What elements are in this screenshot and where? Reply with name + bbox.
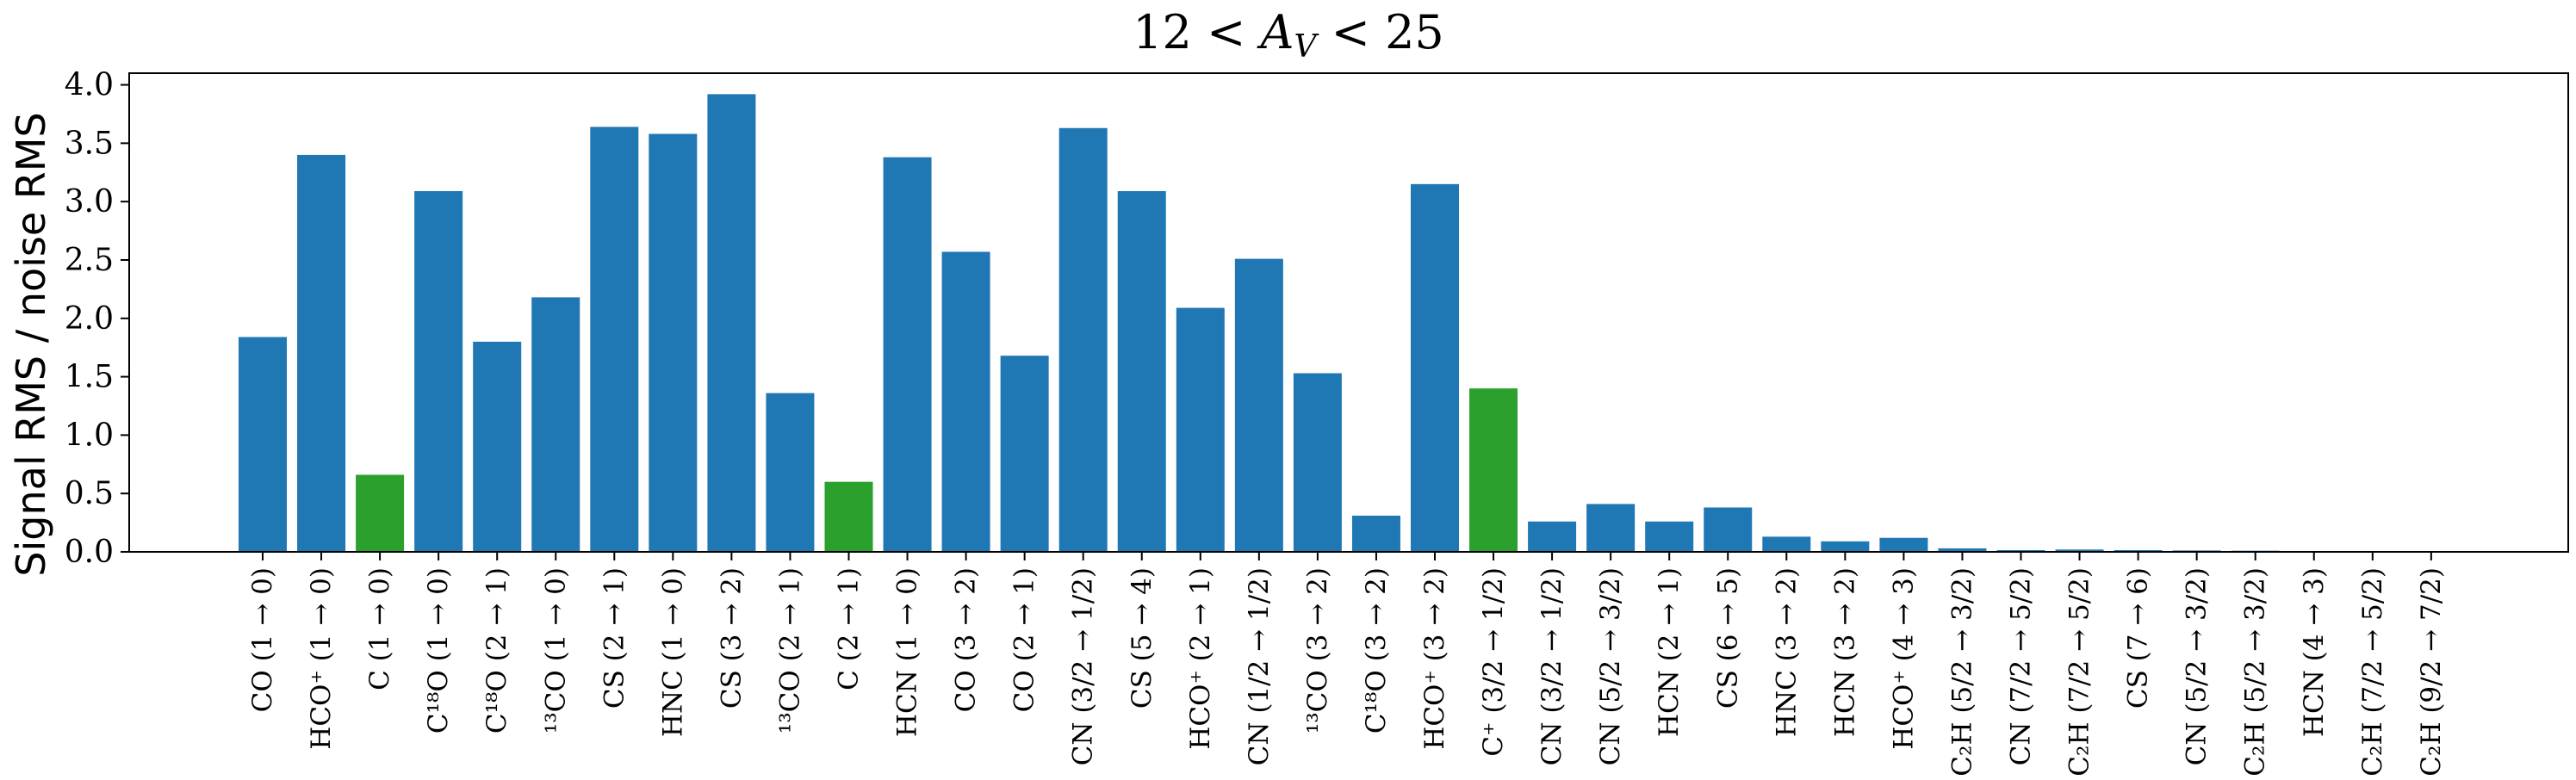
- x-tick-label: CS (2 → 1): [599, 567, 630, 709]
- bars-group: [239, 94, 2455, 553]
- bar: [2055, 549, 2104, 552]
- bar: [1938, 548, 1987, 552]
- chart-title: 12 < AV < 25: [1133, 5, 1444, 65]
- bar: [1351, 515, 1400, 552]
- y-tick-label: 0.5: [65, 476, 114, 511]
- x-tick-label: C (2 → 1): [834, 567, 865, 690]
- bar: [1000, 356, 1049, 552]
- x-tick-label: CN (1/2 → 1/2): [1244, 567, 1275, 765]
- plot-frame: [128, 72, 2569, 553]
- x-tick-label: ¹³CO (1 → 0): [540, 567, 571, 734]
- y-tick-label: 3.5: [65, 126, 114, 161]
- x-tick-label: HNC (1 → 0): [657, 567, 688, 737]
- bar: [239, 337, 287, 552]
- x-tick-label: CO (1 → 0): [247, 567, 278, 712]
- x-tick-label: CN (5/2 → 3/2): [2182, 567, 2213, 765]
- bar: [1996, 549, 2045, 552]
- bar: [1411, 183, 1459, 552]
- x-tick-label: ¹³CO (2 → 1): [774, 567, 805, 734]
- x-tick-label: HCO⁺ (4 → 3): [1888, 567, 1919, 750]
- y-axis-label: Signal RMS / noise RMS: [8, 112, 54, 576]
- bar: [1821, 541, 1870, 552]
- bar: [531, 297, 580, 552]
- y-tick-label: 2.5: [65, 243, 114, 278]
- x-tick-label: CO (3 → 2): [951, 567, 982, 712]
- x-tick-label: CO (2 → 1): [1009, 567, 1040, 712]
- x-axis: CO (1 → 0) HCO⁺ (1 → 0) C (1 → 0) C¹⁸O (1 →…: [247, 552, 2447, 777]
- bar: [1469, 388, 1518, 552]
- x-tick-label: HCN (3 → 2): [1829, 567, 1860, 737]
- x-tick-label: C₂H (5/2 → 3/2): [1946, 567, 1977, 777]
- x-tick-label: HCO⁺ (1 → 0): [306, 567, 337, 750]
- bar: [766, 393, 815, 552]
- bar: [1234, 258, 1283, 552]
- bar: [473, 341, 522, 552]
- x-tick-label: C₂H (9/2 → 7/2): [2416, 567, 2447, 777]
- bar: [1704, 507, 1753, 552]
- x-tick-label: HCN (1 → 0): [892, 567, 923, 737]
- x-tick-label: CN (7/2 → 5/2): [2006, 567, 2037, 765]
- bar: [356, 474, 405, 552]
- bar: [297, 154, 346, 553]
- y-axis: 0.0 0.5 1.0 1.5 2.0 2.5 3.0 3.5 4.0: [65, 68, 129, 570]
- x-tick-label: CS (7 → 6): [2123, 567, 2154, 709]
- bar: [824, 481, 873, 552]
- bar: [590, 127, 639, 552]
- x-tick-label: C₂H (7/2 → 5/2): [2064, 567, 2095, 777]
- y-tick-label: 3.0: [65, 184, 114, 220]
- bar: [2114, 549, 2163, 552]
- bar: [1586, 504, 1636, 552]
- x-tick-label: CS (3 → 2): [716, 567, 747, 709]
- bar: [414, 190, 463, 552]
- x-tick-label: C¹⁸O (3 → 2): [1361, 567, 1392, 734]
- y-tick-label: 1.5: [65, 360, 114, 395]
- x-tick-label: HCO⁺ (2 → 1): [1185, 567, 1216, 750]
- bar: [883, 157, 932, 552]
- x-tick-label: C¹⁸O (2 → 1): [481, 567, 512, 734]
- x-tick-label: C¹⁸O (1 → 0): [423, 567, 454, 734]
- bar: [1117, 190, 1166, 552]
- x-tick-label: CN (3/2 → 1/2): [1068, 567, 1099, 765]
- bar: [1293, 373, 1342, 552]
- y-tick-label: 4.0: [65, 68, 114, 103]
- x-tick-label: HCN (2 → 1): [1654, 567, 1685, 737]
- y-tick-label: 1.0: [65, 418, 114, 453]
- x-tick-label: ¹³CO (3 → 2): [1302, 567, 1333, 734]
- x-tick-label: C (1 → 0): [364, 567, 395, 690]
- bar: [649, 133, 698, 552]
- x-tick-label: C₂H (5/2 → 3/2): [2240, 567, 2271, 777]
- x-tick-label: CS (5 → 4): [1127, 567, 1158, 709]
- x-tick-label: C₂H (7/2 → 5/2): [2357, 567, 2388, 777]
- bar: [1058, 127, 1108, 553]
- y-tick-label: 0.0: [65, 535, 114, 570]
- x-tick-label: CN (5/2 → 3/2): [1595, 567, 1626, 765]
- bar: [1176, 307, 1225, 552]
- y-tick-label: 2.0: [65, 301, 114, 337]
- bar: [707, 94, 756, 552]
- x-tick-label: CN (3/2 → 1/2): [1536, 567, 1567, 765]
- bar: [941, 251, 990, 552]
- x-tick-label: HCN (4 → 3): [2299, 567, 2330, 737]
- x-tick-label: HCO⁺ (3 → 2): [1419, 567, 1450, 750]
- bar: [1762, 536, 1811, 552]
- bar: [1645, 521, 1694, 552]
- x-tick-label: C⁺ (3/2 → 1/2): [1478, 567, 1509, 757]
- bar: [1528, 521, 1577, 552]
- x-tick-label: CS (6 → 5): [1712, 567, 1743, 709]
- bar: [1879, 537, 1928, 552]
- x-tick-label: HNC (3 → 2): [1771, 567, 1802, 737]
